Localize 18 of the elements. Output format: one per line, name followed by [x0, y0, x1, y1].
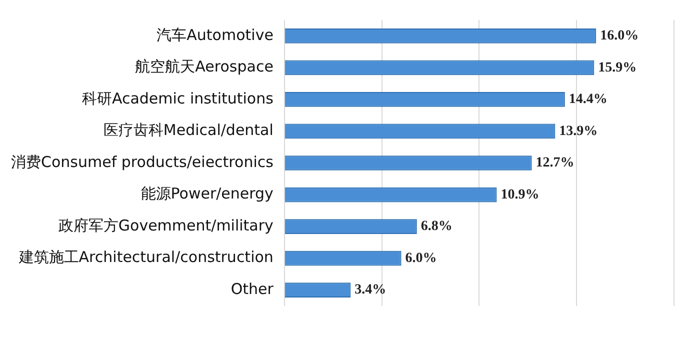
y-tick-label: 消费Consumef products/eiectronics — [10, 152, 274, 171]
y-tick-label: 科研Academic institutions — [82, 89, 274, 108]
data-label: 6.0% — [405, 250, 437, 266]
y-tick-label: 政府军方Govemment/military — [58, 216, 274, 234]
data-label: 12.7% — [536, 156, 574, 171]
data-label: 13.9% — [559, 124, 598, 139]
data-label: 15.9% — [598, 60, 637, 76]
y-tick-label: 航空航天Aerospace — [135, 58, 274, 76]
y-tick-label: 能源Power/energy — [140, 184, 274, 203]
y-tick-label: 医疗齿科Medical/dental — [103, 121, 274, 140]
y-tick-label: Other — [230, 280, 274, 298]
data-label: 10.9% — [500, 187, 540, 202]
y-tick-label: 建筑施工Architectural/construction — [18, 248, 274, 266]
data-label: 16.0% — [600, 28, 639, 44]
data-label: 14.4% — [568, 92, 608, 108]
y-tick-label: 汽车Automotive — [156, 26, 274, 44]
data-label: 3.4% — [354, 282, 386, 298]
data-label: 6.8% — [420, 219, 452, 234]
